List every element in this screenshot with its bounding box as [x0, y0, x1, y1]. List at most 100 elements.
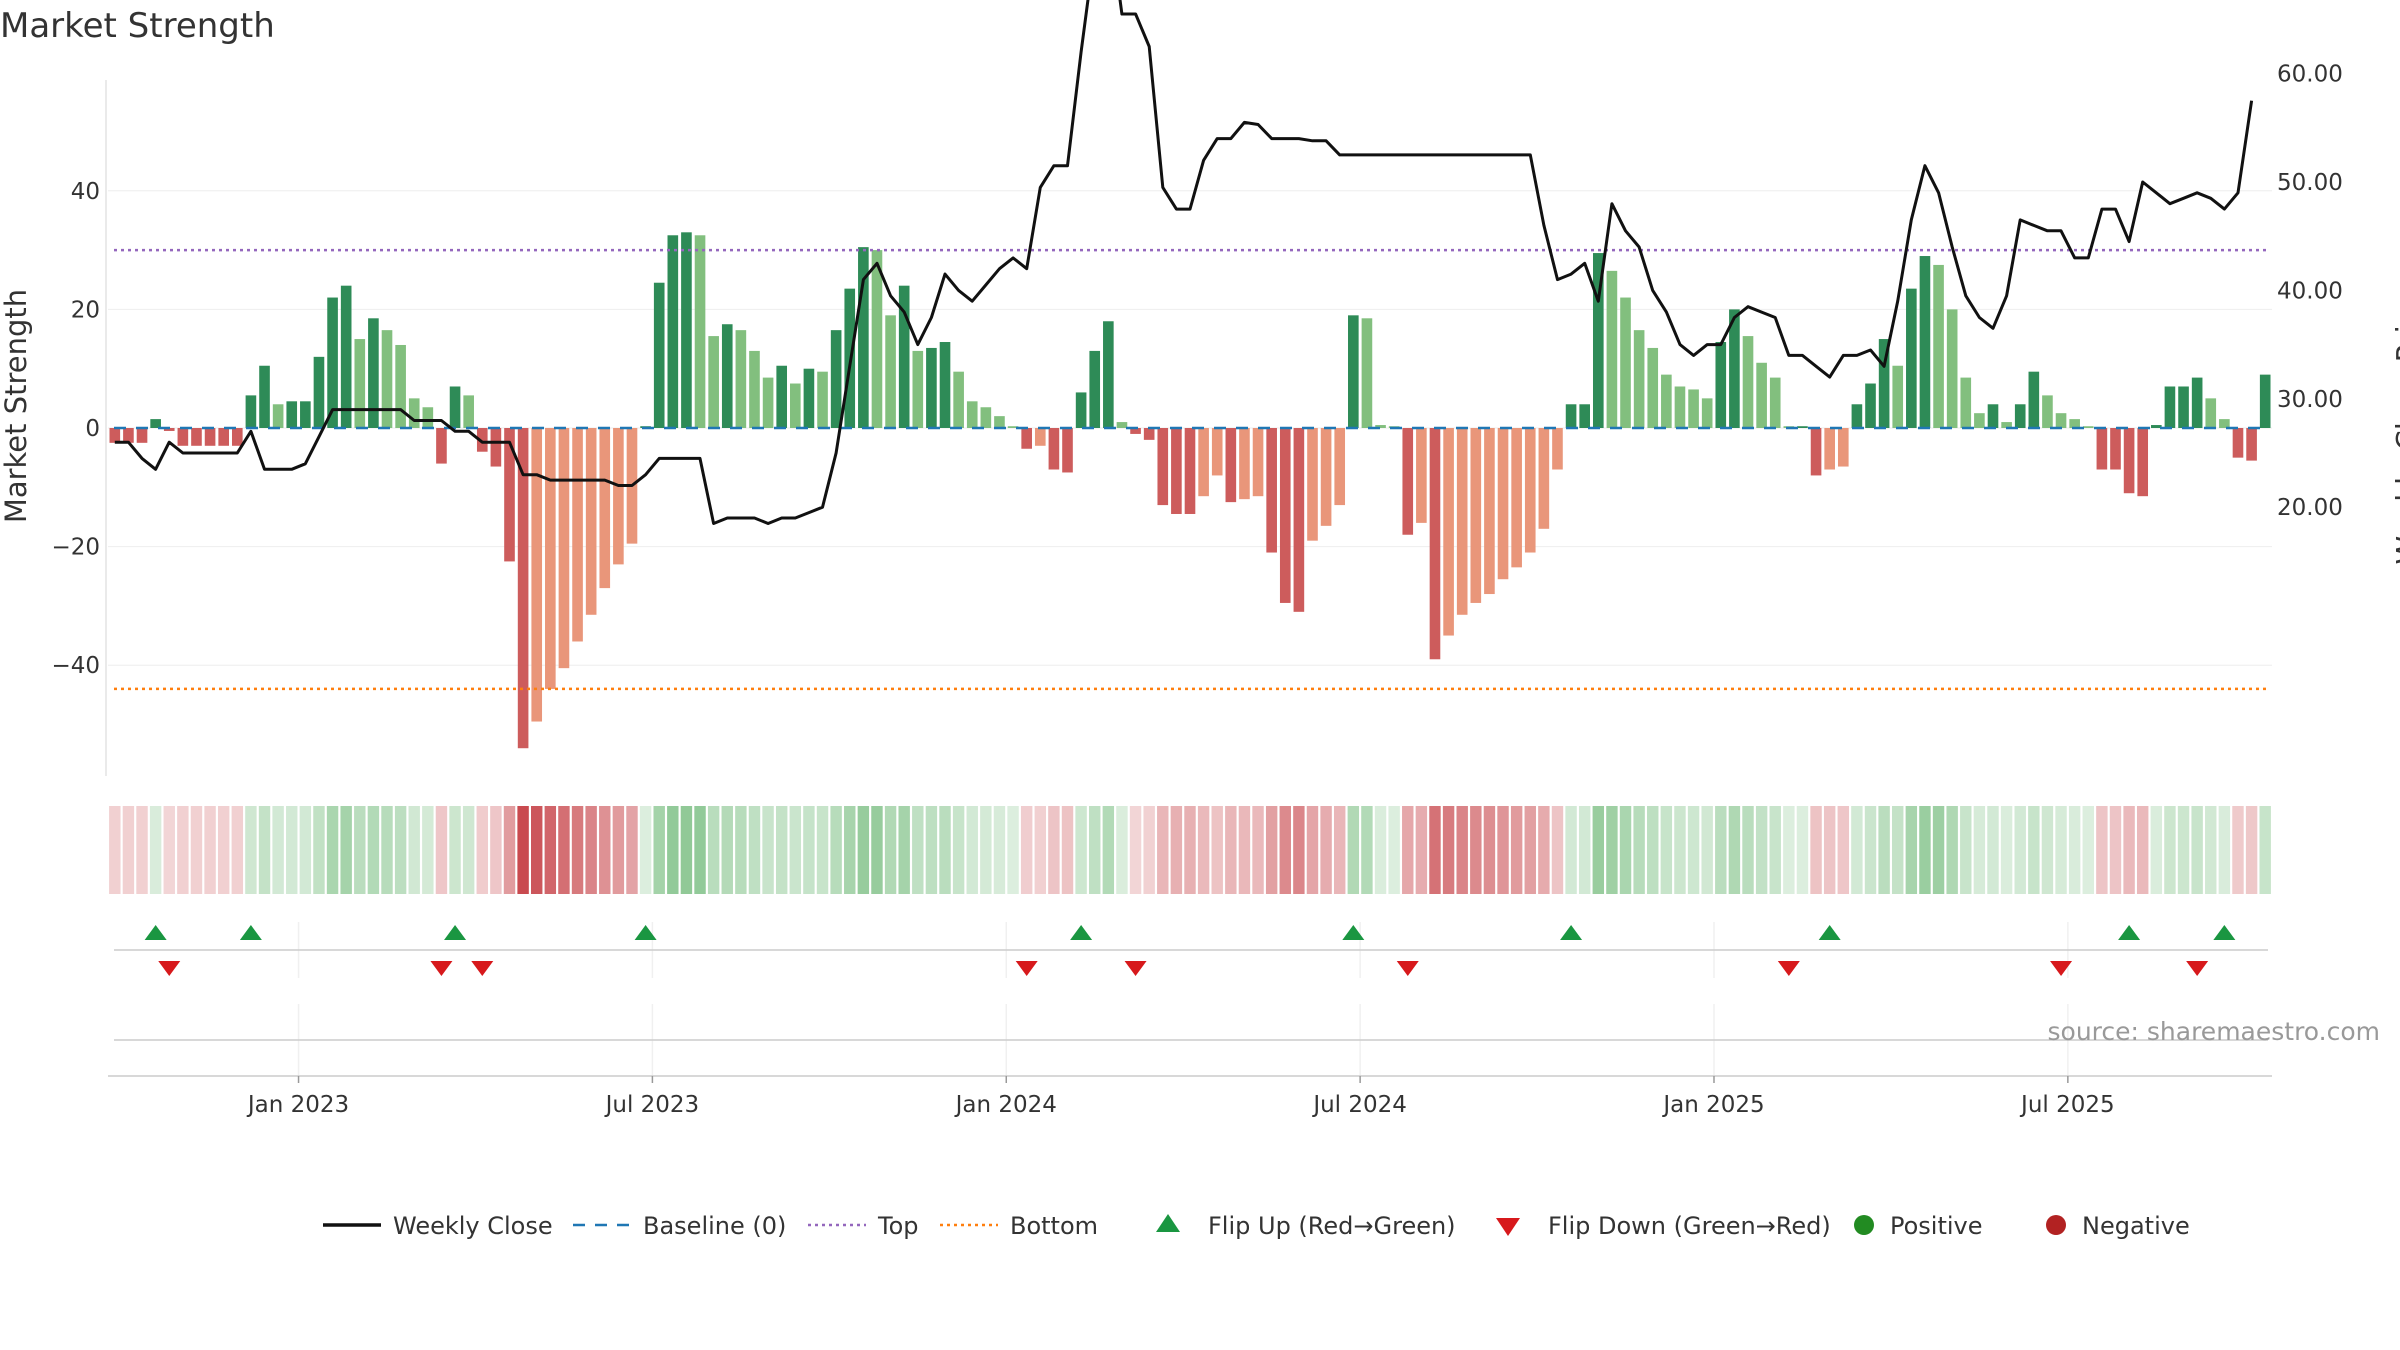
strength-bar: [599, 428, 611, 589]
heat-cell: [952, 806, 965, 894]
left-axis-title: Market Strength: [0, 289, 33, 523]
heat-cell: [354, 806, 366, 894]
strength-bar: [1729, 309, 1740, 428]
heat-cell: [762, 806, 774, 894]
heat-cell: [1524, 806, 1536, 894]
strength-bar: [2055, 413, 2067, 428]
x-tick-label: Jan 2023: [246, 1092, 349, 1118]
heat-cell: [2191, 806, 2203, 894]
flip-down-marker: [1777, 961, 1800, 976]
left-tick-label: 20: [71, 297, 100, 323]
strength-bar: [1906, 288, 1917, 428]
heat-cell: [694, 806, 706, 894]
heat-cell: [612, 806, 625, 894]
legend-label: Flip Down (Green→Red): [1548, 1212, 1831, 1240]
heat-cell: [1402, 806, 1414, 894]
strength-bar: [803, 368, 815, 428]
heat-cell: [735, 806, 747, 894]
heat-cell: [844, 806, 856, 894]
flip-up-marker: [2118, 925, 2141, 940]
strength-bar: [1974, 413, 1985, 428]
heat-cell: [1442, 806, 1455, 894]
flip-down-marker: [1124, 961, 1147, 976]
strength-bar: [1130, 428, 1141, 434]
strength-bar: [790, 383, 801, 428]
strength-bar: [204, 428, 216, 446]
heat-cell: [1823, 806, 1836, 894]
heat-cell: [1960, 806, 1972, 894]
strength-bar: [1592, 253, 1604, 428]
strength-bar: [1402, 428, 1414, 535]
strength-bar: [1239, 428, 1250, 500]
heat-cell: [1606, 806, 1618, 894]
legend-label: Weekly Close: [393, 1212, 553, 1240]
legend-swatch-flip-down: [1496, 1218, 1520, 1236]
strength-bar: [558, 428, 570, 669]
heat-cell: [1783, 806, 1795, 894]
heat-cell: [1769, 806, 1781, 894]
strength-bar: [1443, 428, 1454, 636]
strength-bar: [1375, 425, 1386, 428]
strength-bar: [218, 428, 229, 446]
heat-cell: [1333, 806, 1346, 894]
strength-bar: [1797, 426, 1808, 428]
strength-bar: [1946, 309, 1958, 428]
heat-cell: [1687, 806, 1700, 894]
heat-cell: [1837, 806, 1849, 894]
heat-cell: [1184, 806, 1196, 894]
heat-cell: [1279, 806, 1291, 894]
strength-bar: [1524, 428, 1536, 553]
strength-bar: [191, 428, 202, 446]
heat-cell: [109, 806, 121, 894]
legend-label: Bottom: [1010, 1212, 1098, 1240]
heat-cell: [599, 806, 611, 894]
strength-bar: [1987, 404, 1999, 428]
strength-bar: [1497, 428, 1509, 580]
left-tick-label: −40: [51, 653, 100, 679]
strength-bar: [1062, 428, 1073, 473]
axes: 40200−20−4070.0060.0050.0040.0030.0020.0…: [0, 62, 2400, 1118]
flip-down-marker: [2186, 961, 2209, 976]
heat-cell: [667, 806, 679, 894]
heat-cell: [1388, 806, 1400, 894]
strength-bar: [109, 428, 121, 443]
heat-cell: [2096, 806, 2108, 894]
heat-cell: [1020, 806, 1033, 894]
heat-cell: [1878, 806, 1890, 894]
heat-cell: [993, 806, 1006, 894]
strength-bar: [1552, 428, 1563, 470]
strength-bar: [1715, 342, 1727, 428]
strength-bar: [817, 371, 828, 428]
heat-cell: [939, 806, 951, 894]
strength-bar: [327, 297, 338, 428]
strength-bar: [1157, 428, 1169, 506]
flip-up-marker: [634, 925, 657, 940]
heat-cell: [2177, 806, 2190, 894]
flip-down-marker: [2050, 961, 2073, 976]
strength-bar: [1416, 428, 1427, 523]
heat-cell: [1347, 806, 1360, 894]
reference-lines: [114, 248, 2268, 691]
strength-bar: [395, 344, 406, 428]
heat-cell: [367, 806, 380, 894]
strength-bar: [694, 235, 706, 428]
heat-cell: [2245, 806, 2258, 894]
strength-bar: [490, 428, 502, 467]
strength-bar: [1361, 318, 1373, 428]
flip-down-marker: [1396, 961, 1419, 976]
strength-bar: [858, 247, 869, 428]
heat-cell: [1905, 806, 1918, 894]
flip-up-marker: [144, 925, 167, 940]
heat-cell: [680, 806, 693, 894]
heat-cell: [1742, 806, 1754, 894]
heat-cell: [1755, 806, 1768, 894]
heat-cell: [517, 806, 529, 894]
strength-bar: [1647, 347, 1659, 428]
heat-cell: [1034, 806, 1046, 894]
heat-cell: [1170, 806, 1183, 894]
strength-bar: [1688, 389, 1699, 428]
strength-bar: [721, 324, 733, 428]
heat-cell: [272, 806, 284, 894]
heat-cell: [1892, 806, 1904, 894]
strength-bar: [776, 365, 788, 429]
